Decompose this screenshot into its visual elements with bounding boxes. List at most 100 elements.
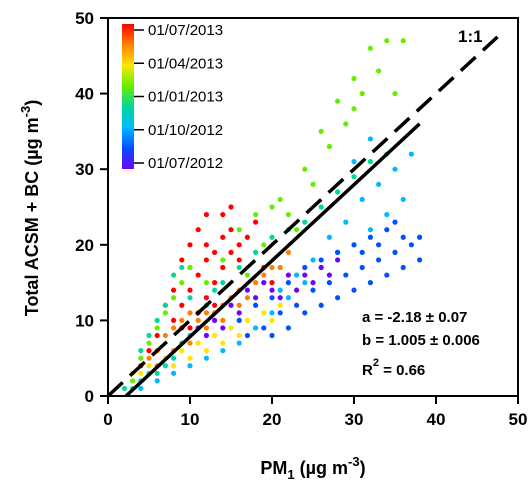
data-point xyxy=(359,196,365,203)
data-point xyxy=(236,340,242,346)
data-point xyxy=(162,302,168,308)
data-point xyxy=(203,257,209,263)
data-point xyxy=(285,295,291,301)
data-point xyxy=(261,272,267,278)
y-tick-label: 10 xyxy=(75,311,94,330)
data-point xyxy=(253,325,259,331)
data-point xyxy=(203,348,209,354)
data-point xyxy=(294,287,300,293)
colorbar-label: 01/01/2013 xyxy=(148,89,223,106)
data-point xyxy=(253,211,259,218)
data-point xyxy=(138,348,144,354)
y-tick-label: 0 xyxy=(85,387,94,406)
data-point xyxy=(146,355,152,361)
data-point xyxy=(121,385,127,392)
data-point xyxy=(318,302,324,308)
data-point xyxy=(376,257,382,263)
data-point xyxy=(351,106,357,112)
data-point xyxy=(195,340,201,346)
colorbar-label: 01/07/2012 xyxy=(148,155,223,172)
data-point xyxy=(236,332,242,339)
data-point xyxy=(367,234,373,240)
data-point xyxy=(203,242,209,248)
data-point xyxy=(203,310,209,316)
y-axis-title: Total ACSM + BC (µg m-3) xyxy=(18,100,42,316)
colorbar xyxy=(122,24,134,169)
data-point xyxy=(343,121,349,127)
data-point xyxy=(253,280,259,286)
data-point xyxy=(392,166,398,172)
data-point xyxy=(220,211,226,218)
data-point xyxy=(236,310,242,316)
x-tick-label: 50 xyxy=(509,410,528,429)
data-point xyxy=(376,68,382,74)
x-tick-label: 10 xyxy=(181,410,200,429)
y-tick-label: 20 xyxy=(75,236,94,255)
data-point xyxy=(187,264,193,271)
data-point xyxy=(220,234,226,240)
data-point xyxy=(367,136,373,142)
data-point xyxy=(187,295,193,301)
data-point xyxy=(195,317,201,323)
colorbar-label: 01/07/2013 xyxy=(148,22,223,39)
data-point xyxy=(154,378,160,384)
data-point xyxy=(138,370,144,376)
data-point xyxy=(277,196,283,203)
data-point xyxy=(203,280,209,286)
data-point xyxy=(417,257,423,263)
data-point xyxy=(146,340,152,346)
data-point xyxy=(253,295,259,301)
data-point xyxy=(269,287,275,293)
data-point xyxy=(351,287,357,293)
data-point xyxy=(179,257,185,263)
data-point xyxy=(326,234,332,240)
data-point xyxy=(220,264,226,271)
data-point xyxy=(351,75,357,82)
data-point xyxy=(310,280,316,286)
data-point xyxy=(154,332,160,339)
data-point xyxy=(212,249,218,255)
data-point xyxy=(302,264,308,271)
data-point xyxy=(417,234,423,240)
x-axis-title: PM1 (µg m-3) xyxy=(260,454,365,482)
data-point xyxy=(302,272,308,278)
y-tick-label: 40 xyxy=(75,85,94,104)
data-point xyxy=(187,310,193,316)
data-point xyxy=(195,272,201,278)
data-point xyxy=(244,317,250,323)
y-axis-ticks: 0 10 20 30 40 50 xyxy=(75,9,108,406)
data-point xyxy=(187,325,193,331)
data-point xyxy=(146,332,152,339)
data-point xyxy=(285,280,291,286)
data-point xyxy=(367,45,373,51)
data-point xyxy=(220,348,226,354)
data-point xyxy=(130,378,136,384)
data-point xyxy=(318,264,324,271)
data-point xyxy=(236,317,242,323)
data-point xyxy=(318,257,324,263)
x-tick-label: 30 xyxy=(345,410,364,429)
data-point xyxy=(351,174,357,180)
data-point xyxy=(335,295,341,301)
data-point xyxy=(171,325,177,331)
data-point xyxy=(302,219,308,225)
data-point xyxy=(359,91,365,97)
data-point xyxy=(285,272,291,278)
plot-frame xyxy=(107,17,519,397)
data-point xyxy=(302,310,308,316)
data-point xyxy=(244,234,250,240)
data-point xyxy=(138,385,144,392)
data-point xyxy=(195,227,201,233)
data-point xyxy=(269,264,275,271)
colorbar-label: 01/04/2013 xyxy=(148,55,223,72)
data-point xyxy=(228,204,234,210)
data-point xyxy=(171,363,177,369)
data-point xyxy=(171,317,177,323)
data-point xyxy=(244,332,250,339)
data-point xyxy=(253,302,259,308)
data-point xyxy=(203,355,209,361)
data-point xyxy=(171,272,177,278)
data-point xyxy=(179,302,185,308)
data-point xyxy=(228,302,234,308)
data-point xyxy=(277,287,283,293)
